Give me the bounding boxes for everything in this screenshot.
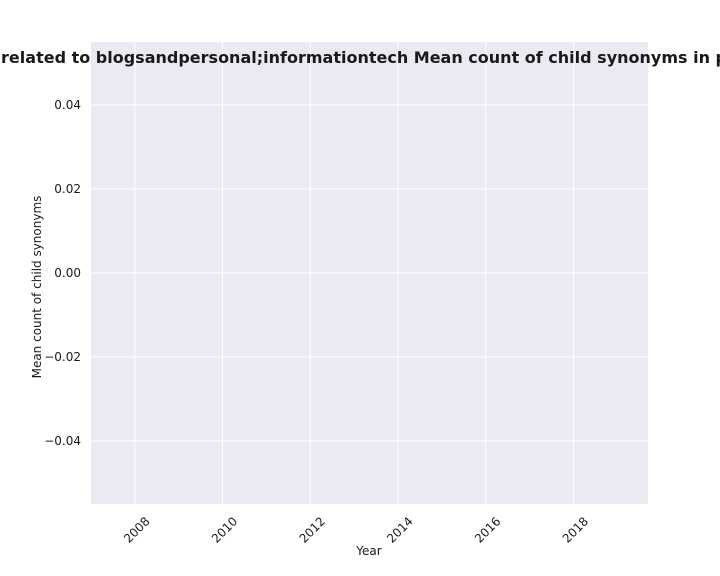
y-tick-label: −0.04	[44, 434, 81, 448]
y-tick-label: 0.02	[54, 182, 81, 196]
x-axis-label: Year	[355, 544, 381, 558]
y-tick-label: −0.02	[44, 350, 81, 364]
y-gridlines	[91, 104, 648, 442]
y-axis-label: Mean count of child synonyms	[30, 196, 44, 379]
y-tick-label: 0.04	[54, 98, 81, 112]
y-tick-label: 0.00	[54, 266, 81, 280]
y-tick-labels: 0.04 0.02 0.00 −0.02 −0.04	[44, 98, 81, 448]
chart-title: ies are related to blogsandpersonal;info…	[0, 48, 720, 67]
